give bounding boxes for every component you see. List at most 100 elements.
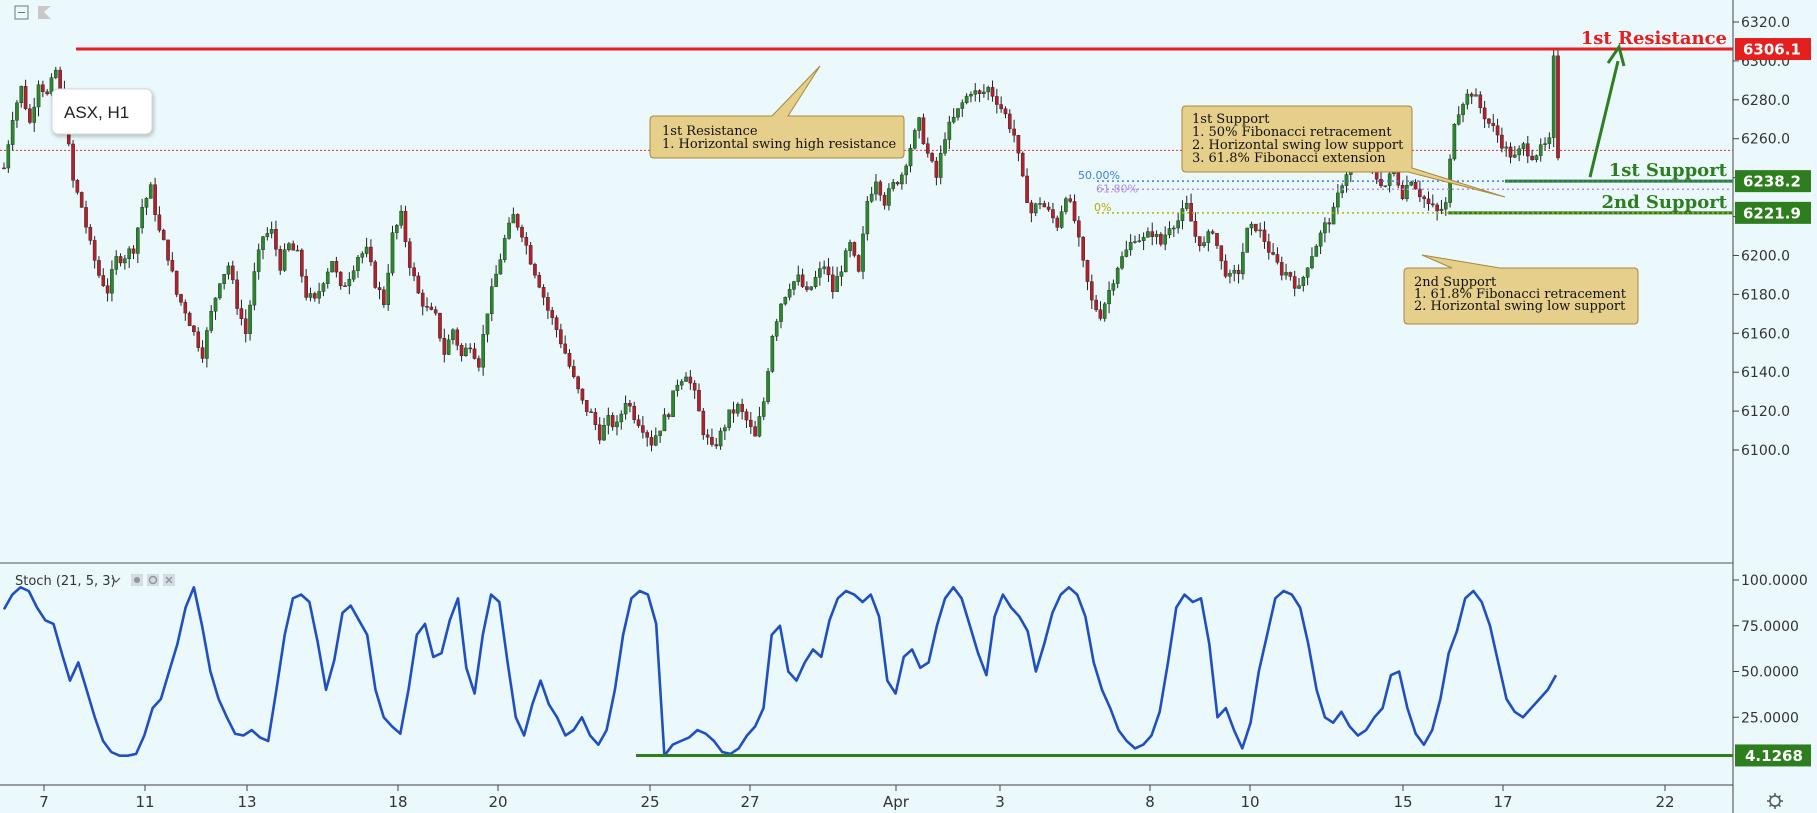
candle-body[interactable] xyxy=(502,238,507,260)
candle-body[interactable] xyxy=(313,293,317,299)
candle-body[interactable] xyxy=(1275,254,1280,263)
candle-body[interactable] xyxy=(1422,196,1426,200)
candle-body[interactable] xyxy=(960,102,965,109)
candle-body[interactable] xyxy=(226,265,231,275)
candle-body[interactable] xyxy=(75,180,80,193)
eye-icon[interactable] xyxy=(131,574,143,586)
candle-body[interactable] xyxy=(541,287,546,298)
candle-body[interactable] xyxy=(783,296,788,305)
candle-body[interactable] xyxy=(1007,113,1012,130)
candle-body[interactable] xyxy=(1059,211,1064,228)
candle-body[interactable] xyxy=(230,265,235,281)
candle-body[interactable] xyxy=(118,256,123,264)
candle-body[interactable] xyxy=(1504,146,1508,149)
candle-body[interactable] xyxy=(1336,192,1340,208)
candle-body[interactable] xyxy=(917,117,921,131)
candle-body[interactable] xyxy=(252,271,257,306)
candle-body[interactable] xyxy=(1254,223,1258,232)
candle-body[interactable] xyxy=(1443,202,1448,210)
candle-body[interactable] xyxy=(805,286,809,290)
candle-body[interactable] xyxy=(1098,309,1103,319)
candle-body[interactable] xyxy=(1159,233,1163,245)
candle-body[interactable] xyxy=(1538,144,1543,156)
candle-body[interactable] xyxy=(1245,227,1249,253)
candle-body[interactable] xyxy=(403,210,408,243)
candle-body[interactable] xyxy=(442,338,447,355)
settings-gear-icon[interactable] xyxy=(1767,793,1783,809)
candle-body[interactable] xyxy=(533,263,537,276)
candle-body[interactable] xyxy=(761,401,766,417)
candle-body[interactable] xyxy=(615,421,619,428)
candle-body[interactable] xyxy=(373,261,378,288)
candle-body[interactable] xyxy=(818,268,822,278)
candle-body[interactable] xyxy=(1025,175,1029,203)
candle-body[interactable] xyxy=(425,306,429,308)
candle-body[interactable] xyxy=(1077,220,1081,238)
candle-body[interactable] xyxy=(913,130,917,149)
candle-body[interactable] xyxy=(597,424,602,441)
candle-body[interactable] xyxy=(1478,94,1483,109)
candle-body[interactable] xyxy=(1124,249,1129,257)
candle-body[interactable] xyxy=(524,237,529,246)
candle-body[interactable] xyxy=(861,233,865,272)
candle-body[interactable] xyxy=(576,376,580,390)
candle-body[interactable] xyxy=(740,403,744,412)
candle-body[interactable] xyxy=(1038,203,1042,205)
candle-body[interactable] xyxy=(593,412,598,425)
candle-body[interactable] xyxy=(140,207,144,229)
symbol-label-box[interactable]: ASX, H1 xyxy=(51,88,153,135)
candle-body[interactable] xyxy=(636,419,641,426)
candle-body[interactable] xyxy=(1163,234,1167,245)
candle-body[interactable] xyxy=(321,283,326,292)
candle-body[interactable] xyxy=(416,275,421,294)
candle-body[interactable] xyxy=(1115,267,1120,284)
candle-body[interactable] xyxy=(269,228,274,234)
candlestick-series[interactable] xyxy=(2,48,1560,452)
candle-body[interactable] xyxy=(934,160,939,178)
candle-body[interactable] xyxy=(1271,252,1275,255)
candle-body[interactable] xyxy=(15,102,19,121)
candle-body[interactable] xyxy=(520,227,524,238)
candle-body[interactable] xyxy=(239,308,244,319)
candle-body[interactable] xyxy=(222,274,226,284)
candle-body[interactable] xyxy=(895,182,900,185)
candle-body[interactable] xyxy=(1487,118,1491,124)
candle-body[interactable] xyxy=(1456,114,1461,125)
candle-body[interactable] xyxy=(1197,236,1202,247)
candle-body[interactable] xyxy=(369,246,373,263)
candle-body[interactable] xyxy=(88,227,93,241)
candle-body[interactable] xyxy=(822,266,826,269)
candle-body[interactable] xyxy=(166,239,170,261)
candle-body[interactable] xyxy=(218,283,222,299)
candle-body[interactable] xyxy=(261,236,265,250)
candle-body[interactable] xyxy=(58,69,62,91)
candle-body[interactable] xyxy=(1465,93,1470,105)
candle-body[interactable] xyxy=(291,243,296,251)
candle-body[interactable] xyxy=(1288,272,1293,277)
candle-body[interactable] xyxy=(144,198,149,208)
candle-body[interactable] xyxy=(710,437,714,445)
candle-body[interactable] xyxy=(900,174,904,185)
candle-body[interactable] xyxy=(187,312,192,327)
candle-body[interactable] xyxy=(1543,143,1547,145)
candle-body[interactable] xyxy=(438,312,442,339)
support-resistance-levels[interactable]: 1st Resistance 6306.1 1st Support 6238.2 2nd… xyxy=(76,28,1811,224)
candle-body[interactable] xyxy=(546,297,550,311)
candle-body[interactable] xyxy=(943,139,947,154)
candle-body[interactable] xyxy=(731,409,736,414)
candle-body[interactable] xyxy=(1107,290,1111,305)
candle-body[interactable] xyxy=(1547,137,1552,144)
candle-body[interactable] xyxy=(856,255,861,272)
candle-body[interactable] xyxy=(1137,240,1142,242)
candle-body[interactable] xyxy=(1003,108,1008,115)
candle-body[interactable] xyxy=(1474,94,1478,97)
candle-body[interactable] xyxy=(1379,178,1383,187)
candle-body[interactable] xyxy=(1085,260,1090,282)
candle-body[interactable] xyxy=(632,405,637,420)
candle-body[interactable] xyxy=(1435,204,1439,212)
candle-body[interactable] xyxy=(679,381,684,386)
candle-body[interactable] xyxy=(1016,134,1021,154)
candle-body[interactable] xyxy=(338,271,343,287)
candle-body[interactable] xyxy=(705,434,710,438)
candle-body[interactable] xyxy=(1172,227,1176,230)
